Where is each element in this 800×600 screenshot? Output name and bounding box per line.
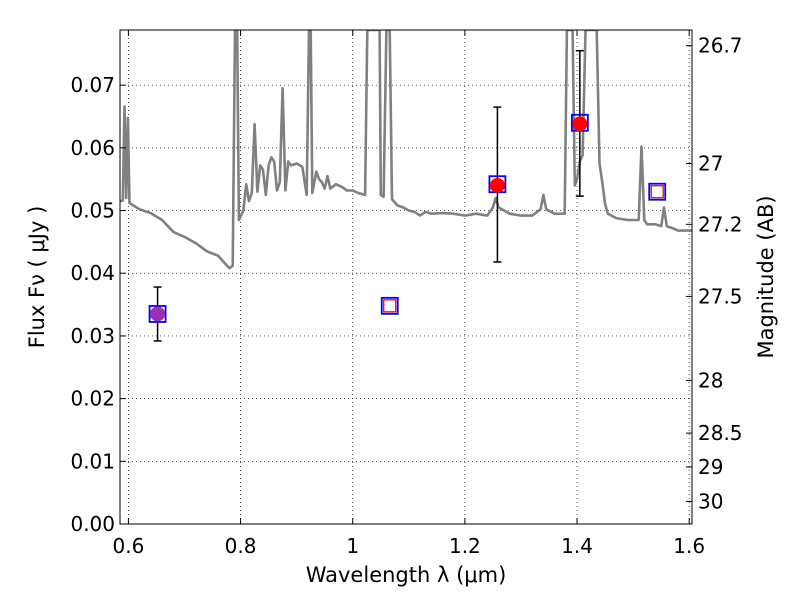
model-square-point [648,182,667,201]
y-tick-label: 0.05 [70,199,115,223]
y2-tick-label: 28 [698,368,723,392]
y-axis-label: Flux Fν ( μJy ) [25,206,49,349]
y-tick-label: 0.00 [70,512,115,536]
y-tick-label: 0.06 [70,136,115,160]
observed-series [150,49,664,342]
y2-tick-label: 27.2 [698,212,743,236]
model-square-point [380,296,399,315]
x-tick-label: 1.2 [449,534,481,558]
observed-point [650,185,664,199]
plot-frame [119,29,693,525]
spectrum-line [120,30,692,270]
y2-axis-label: Magnitude (AB) [754,195,778,358]
x-tick-label: 0.8 [225,534,257,558]
grid [120,30,692,524]
observed-point [489,177,505,193]
y-tick-label: 0.04 [70,261,115,285]
x-tick-label: 1 [346,534,359,558]
y2-tick-label: 29 [698,455,723,479]
x-tick-label: 0.6 [113,534,145,558]
x-axis-label: Wavelength λ (μm) [306,563,507,587]
model-square-series [148,113,667,323]
x-tick-label: 1.4 [561,534,593,558]
y-tick-label: 0.03 [70,324,115,348]
y-tick-label: 0.02 [70,387,115,411]
observed-point [383,299,397,313]
observed-point [572,116,588,132]
observed-point [150,306,166,322]
y2-tick-label: 27 [698,152,723,176]
axis-ticks: 0.6 0.8 1 1.2 1.4 1.6 0.00 0.01 0.02 0.03 0.04 0.05… [70,30,743,558]
spectrum-series [120,30,692,270]
y2-tick-label: 30 [698,489,723,513]
y2-tick-label: 26.7 [698,34,743,58]
y2-tick-label: 28.5 [698,421,743,445]
y2-tick-label: 27.5 [698,284,743,308]
x-tick-label: 1.6 [673,534,705,558]
y-tick-label: 0.07 [70,73,115,97]
y-tick-label: 0.01 [70,449,115,473]
